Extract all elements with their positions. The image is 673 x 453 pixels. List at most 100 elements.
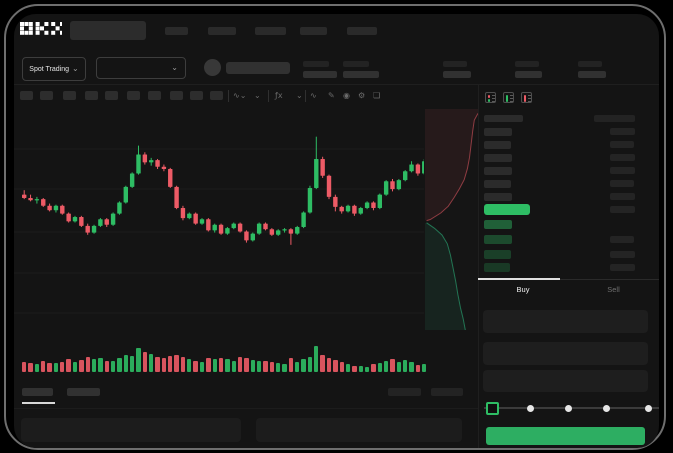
orders-table-placeholder[interactable] bbox=[21, 418, 241, 442]
bottom-tab-action[interactable] bbox=[431, 388, 463, 396]
nav-item[interactable] bbox=[300, 27, 327, 35]
volume-bar bbox=[250, 359, 255, 372]
volume-bar bbox=[288, 357, 294, 372]
book-split-icon[interactable] bbox=[485, 92, 496, 103]
tab-buy[interactable]: Buy bbox=[516, 284, 530, 294]
ask-row-price[interactable] bbox=[484, 180, 511, 188]
nav-item[interactable] bbox=[208, 27, 236, 35]
last-price-badge[interactable] bbox=[484, 204, 530, 215]
bottom-tab-action[interactable] bbox=[388, 388, 421, 396]
price-field[interactable] bbox=[483, 310, 648, 333]
book-bids-icon[interactable] bbox=[503, 92, 514, 103]
bid-row-price[interactable] bbox=[484, 220, 512, 229]
volume-bar bbox=[168, 355, 173, 372]
slider-stop[interactable] bbox=[602, 404, 610, 412]
amount-slider-track[interactable] bbox=[484, 407, 659, 409]
fullscreen-icon[interactable]: ❏ bbox=[373, 91, 381, 100]
market-type-label: Spot Trading bbox=[29, 65, 69, 73]
search-input[interactable] bbox=[70, 21, 146, 40]
volume-bar bbox=[34, 364, 40, 372]
ask-row-price[interactable] bbox=[484, 128, 512, 136]
interval-button[interactable] bbox=[105, 91, 118, 100]
last-price-amount bbox=[610, 206, 635, 213]
nav-item[interactable] bbox=[347, 27, 377, 35]
interval-button[interactable] bbox=[210, 91, 223, 100]
interval-button[interactable] bbox=[40, 91, 53, 100]
orders-table-placeholder-2[interactable] bbox=[256, 418, 462, 442]
candle-body bbox=[314, 158, 319, 188]
ask-row-price[interactable] bbox=[484, 154, 512, 162]
volume-bar bbox=[180, 357, 186, 372]
pair-select-dropdown[interactable]: ⌄ bbox=[96, 57, 186, 79]
bid-row-price[interactable] bbox=[484, 263, 510, 272]
candlestick-chart[interactable] bbox=[14, 109, 424, 334]
candle-body bbox=[218, 224, 224, 234]
interval-button[interactable] bbox=[85, 91, 98, 100]
interval-button[interactable] bbox=[20, 91, 33, 100]
book-asks-icon[interactable] bbox=[521, 92, 532, 103]
interval-button[interactable] bbox=[148, 91, 161, 100]
bid-row-price[interactable] bbox=[484, 250, 511, 259]
candle-body bbox=[161, 166, 167, 170]
volume-histogram bbox=[14, 340, 427, 372]
volume-bar bbox=[98, 357, 103, 372]
section-divider bbox=[14, 84, 659, 85]
ask-row-price[interactable] bbox=[484, 141, 511, 149]
interval-button[interactable] bbox=[63, 91, 76, 100]
interval-button[interactable] bbox=[127, 91, 140, 100]
okx-logo[interactable] bbox=[20, 22, 62, 35]
interval-button[interactable] bbox=[170, 91, 183, 100]
volume-bar bbox=[339, 362, 344, 372]
line-tool-icon[interactable]: ∿ bbox=[310, 91, 317, 100]
bottom-tab[interactable] bbox=[67, 388, 100, 396]
device-frame bbox=[4, 4, 666, 450]
candle-body bbox=[98, 219, 103, 226]
volume-bar bbox=[174, 354, 179, 372]
market-type-dropdown[interactable]: Spot Trading ⌄ bbox=[22, 57, 86, 81]
candle-body bbox=[269, 229, 275, 235]
candle-body bbox=[117, 202, 122, 214]
candle-body bbox=[41, 199, 46, 206]
candle-body bbox=[263, 223, 268, 230]
interval-button[interactable] bbox=[190, 91, 203, 100]
stat-value-placeholder bbox=[443, 71, 471, 78]
nav-item[interactable] bbox=[255, 27, 286, 35]
settings-icon[interactable]: ⚙ bbox=[358, 91, 366, 100]
volume-bar bbox=[244, 358, 249, 372]
candle-style-icon[interactable]: ⌄ bbox=[254, 91, 261, 100]
ask-row-price[interactable] bbox=[484, 167, 512, 175]
bottom-tab[interactable] bbox=[22, 388, 53, 396]
tab-sell[interactable]: Sell bbox=[607, 284, 620, 294]
indicators-icon[interactable]: ƒx bbox=[275, 91, 283, 100]
stat-label-placeholder bbox=[303, 61, 329, 67]
chart-type-icon[interactable]: ∿⌄ bbox=[233, 91, 247, 100]
slider-stop[interactable] bbox=[564, 404, 572, 412]
slider-handle[interactable] bbox=[486, 402, 499, 415]
nav-item[interactable] bbox=[165, 27, 188, 35]
compare-icon[interactable]: ⌄ bbox=[296, 91, 303, 100]
bid-row-amount bbox=[610, 251, 635, 258]
ask-row-amount bbox=[610, 167, 635, 174]
ask-row-price[interactable] bbox=[484, 193, 512, 201]
volume-bar bbox=[60, 361, 65, 372]
volume-bar bbox=[390, 359, 395, 372]
slider-stop[interactable] bbox=[526, 404, 534, 412]
candle-body bbox=[28, 198, 33, 201]
amount-field[interactable] bbox=[483, 342, 648, 365]
volume-bar bbox=[91, 359, 97, 372]
volume-bar bbox=[256, 361, 262, 372]
slider-stop[interactable] bbox=[644, 404, 652, 412]
dash bbox=[509, 101, 513, 102]
snapshot-icon[interactable]: ◉ bbox=[343, 91, 350, 100]
volume-bar bbox=[155, 357, 160, 372]
total-field[interactable] bbox=[483, 370, 648, 392]
dash bbox=[527, 95, 531, 96]
depth-chart[interactable] bbox=[425, 109, 478, 330]
volume-bar bbox=[231, 360, 236, 372]
bid-row-price[interactable] bbox=[484, 235, 512, 244]
buy-submit-button[interactable] bbox=[486, 427, 645, 445]
volume-bar bbox=[377, 362, 382, 372]
toolbar-divider bbox=[228, 90, 229, 102]
draw-icon[interactable]: ✎ bbox=[328, 91, 335, 100]
candle-body bbox=[250, 233, 255, 241]
